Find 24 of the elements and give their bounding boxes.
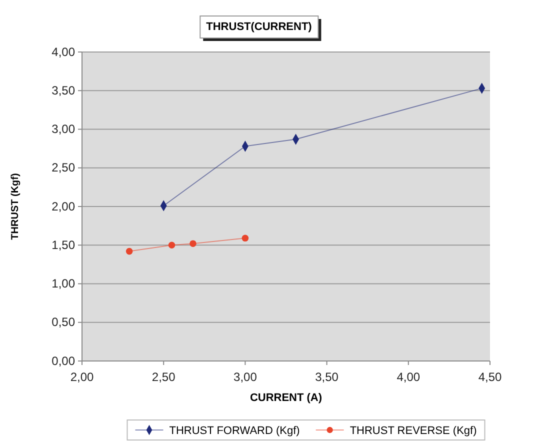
x-tick-label: 4,00	[396, 370, 420, 384]
y-tick-label: 1,00	[52, 276, 76, 291]
y-tick-label: 4,00	[52, 44, 76, 59]
y-tick-label: 1,50	[52, 238, 76, 252]
y-tick-label: 2,50	[52, 160, 76, 175]
x-tick-label: 3,50	[315, 370, 339, 384]
y-tick-label: 0,50	[52, 315, 76, 330]
y-axis-title: THRUST (Kgf)	[10, 173, 21, 240]
legend-label: THRUST REVERSE (Kgf)	[350, 425, 477, 437]
legend-label: THRUST FORWARD (Kgf)	[169, 425, 300, 437]
y-tick-label: 3,50	[52, 83, 76, 98]
x-tick-label: 4,50	[478, 370, 502, 384]
y-tick-label: 3,00	[52, 122, 76, 136]
x-axis-title: CURRENT (A)	[250, 392, 322, 404]
point	[242, 234, 249, 242]
y-tick-label: 2,00	[52, 199, 76, 214]
point	[168, 242, 176, 249]
chart-title: THRUST(CURRENT)	[206, 21, 312, 33]
point	[126, 248, 133, 255]
x-tick-label: 2,00	[70, 370, 94, 384]
point	[190, 240, 196, 247]
x-tick-label: 2,50	[152, 370, 176, 384]
x-tick-label: 3,00	[234, 370, 258, 384]
y-tick-label: 0,00	[52, 354, 76, 368]
